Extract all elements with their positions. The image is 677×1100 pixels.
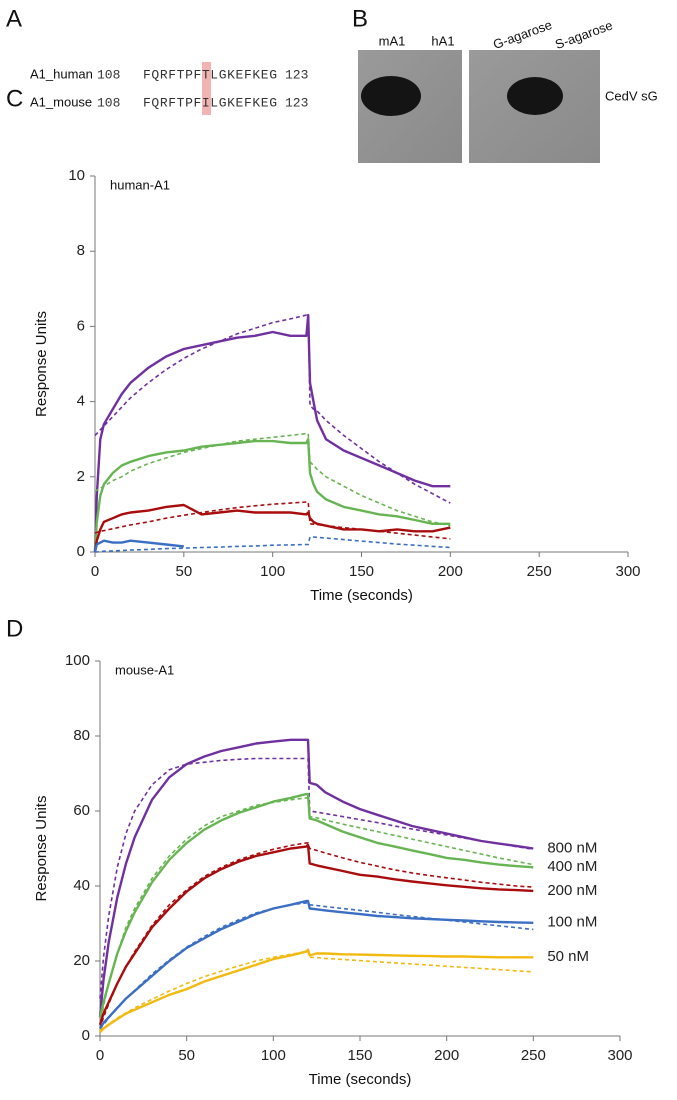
y-tick-label: 2 <box>77 468 85 485</box>
lane-label: hA1 <box>431 33 454 48</box>
data-line <box>93 539 184 553</box>
y-tick-label: 6 <box>77 317 85 334</box>
panel-label: C <box>6 85 23 112</box>
x-axis-label: Time (seconds) <box>310 587 413 604</box>
x-tick-label: 100 <box>261 1047 286 1064</box>
row-start: 108 <box>97 95 120 110</box>
series-label: 200 nM <box>547 882 597 899</box>
fit-line <box>99 842 534 1029</box>
y-tick-label: 40 <box>73 877 90 894</box>
row-name: A1_mouse <box>30 94 92 109</box>
fit-line <box>99 757 534 999</box>
series-label: 50 nM <box>547 948 589 965</box>
highlight <box>202 62 211 115</box>
row-start: 108 <box>97 67 120 82</box>
target-label: CedV sG <box>605 88 658 103</box>
annotation: mouse-A1 <box>115 662 174 677</box>
lane-label: S-agarose <box>553 17 614 52</box>
y-tick-label: 80 <box>73 727 90 744</box>
x-axis-label: Time (seconds) <box>309 1071 412 1088</box>
series-label: 400 nM <box>547 858 597 875</box>
series-label: 800 nM <box>547 839 597 856</box>
x-tick-label: 300 <box>607 1047 632 1064</box>
data-line <box>98 899 534 1030</box>
data-line <box>98 738 534 1018</box>
x-tick-label: 250 <box>527 563 552 580</box>
band <box>361 76 421 116</box>
x-tick-label: 50 <box>178 1047 195 1064</box>
y-axis-label: Response Units <box>33 796 50 902</box>
panel-label: A <box>6 5 22 32</box>
annotation: human-A1 <box>110 177 170 192</box>
x-tick-label: 50 <box>175 563 192 580</box>
y-tick-label: 0 <box>82 1027 90 1044</box>
y-tick-label: 10 <box>68 167 85 184</box>
fit-line <box>94 314 451 504</box>
x-tick-label: 100 <box>260 563 285 580</box>
data-line <box>98 792 534 1018</box>
y-tick-label: 4 <box>77 393 85 410</box>
y-axis-label: Response Units <box>33 311 50 417</box>
x-tick-label: 150 <box>347 1047 372 1064</box>
row-sequence: FQRFTPFILGKEFKEG <box>143 95 277 110</box>
data-line <box>98 843 534 1026</box>
y-tick-label: 8 <box>77 242 85 259</box>
row-end: 123 <box>285 95 308 110</box>
x-tick-label: 200 <box>434 1047 459 1064</box>
data-line <box>93 503 451 553</box>
band <box>507 77 563 115</box>
x-tick-label: 150 <box>349 563 374 580</box>
row-sequence: FQRFTPFTLGKEFKEG <box>143 67 277 82</box>
data-line <box>93 313 451 553</box>
row-end: 123 <box>285 67 308 82</box>
fit-line <box>95 536 451 553</box>
panel-label: B <box>352 5 368 32</box>
y-tick-label: 0 <box>77 543 85 560</box>
x-tick-label: 200 <box>438 563 463 580</box>
fit-line <box>94 501 451 540</box>
x-tick-label: 0 <box>96 1047 104 1064</box>
y-tick-label: 100 <box>65 652 90 669</box>
y-tick-label: 60 <box>73 802 90 819</box>
x-tick-label: 250 <box>521 1047 546 1064</box>
y-tick-label: 20 <box>73 952 90 969</box>
x-tick-label: 0 <box>91 563 99 580</box>
lane-label: G-agarose <box>491 17 554 52</box>
lane-label: mA1 <box>379 33 406 48</box>
data-line <box>93 438 451 553</box>
fit-line <box>99 950 534 1032</box>
row-name: A1_human <box>30 66 93 81</box>
x-tick-label: 300 <box>615 563 640 580</box>
series-label: 100 nM <box>547 914 597 931</box>
panel-label: D <box>6 615 23 642</box>
fit-line <box>99 797 534 1025</box>
data-line <box>99 948 534 1034</box>
